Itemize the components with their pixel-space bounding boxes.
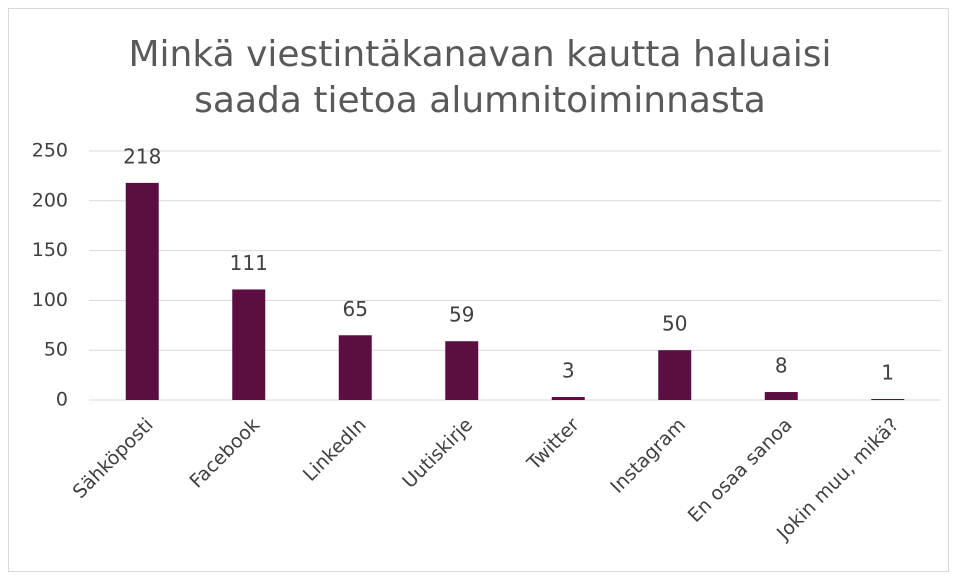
bar (125, 182, 159, 400)
bar (551, 397, 585, 400)
x-tick-label: Instagram (606, 414, 690, 498)
bar (871, 399, 905, 400)
x-tick-label: Facebook (185, 414, 264, 493)
data-label: 1 (881, 361, 894, 385)
data-label: 8 (775, 354, 788, 378)
x-tick-label: Twitter (522, 414, 583, 475)
data-label: 218 (123, 144, 161, 168)
bar (338, 335, 372, 400)
data-label: 111 (230, 251, 268, 275)
x-tick-label: Uutiskirje (398, 414, 477, 493)
x-tick-label: LinkedIn (299, 414, 371, 486)
data-label: 59 (449, 303, 474, 327)
x-tick-label: Sähköposti (69, 414, 158, 503)
x-tick-label: En osaa sanoa (684, 414, 797, 527)
chart-border (8, 8, 949, 572)
y-tick-label: 150 (32, 239, 68, 261)
y-tick-label: 250 (32, 140, 68, 162)
y-tick-label: 0 (56, 389, 68, 411)
y-tick-label: 50 (44, 339, 68, 361)
data-label: 3 (562, 359, 575, 383)
chart-title: Minkä viestintäkanavan kautta haluaisi s… (128, 34, 832, 121)
data-label: 65 (343, 297, 368, 321)
y-tick-label: 200 (32, 189, 68, 211)
data-label: 50 (662, 312, 687, 336)
bar (764, 392, 798, 400)
bar (658, 350, 692, 400)
bar (232, 289, 266, 400)
y-tick-label: 100 (32, 289, 68, 311)
bar (445, 341, 479, 400)
